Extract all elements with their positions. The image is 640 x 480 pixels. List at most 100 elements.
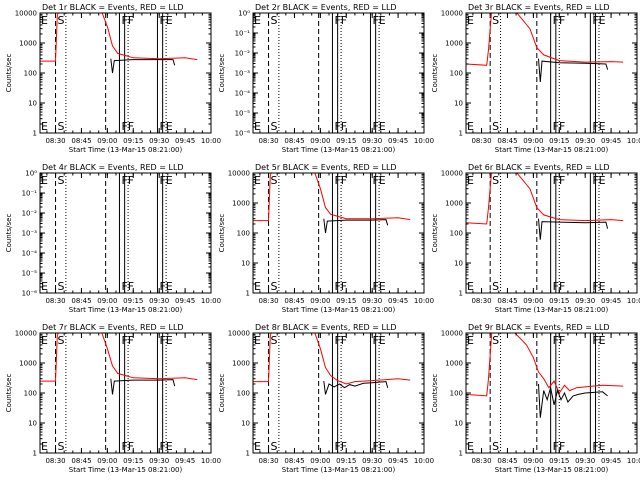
marker-label-bottom: FE (159, 440, 172, 453)
x-tick-label: 09:00 (97, 137, 117, 145)
x-tick-label: 09:00 (310, 457, 330, 465)
x-tick-label: 08:45 (497, 137, 517, 145)
marker-label-bottom: FE (592, 280, 605, 293)
x-tick-label: 09:45 (388, 137, 408, 145)
y-tick-label: 1 (33, 450, 37, 458)
marker-label-bottom: FE (372, 280, 385, 293)
y-tick-label: 10⁰ (238, 10, 250, 18)
marker-label-bottom: FF (121, 440, 134, 453)
x-tick-label: 08:30 (471, 297, 491, 305)
marker-label-bottom: S (58, 120, 65, 133)
marker-label-bottom: E (41, 120, 48, 133)
marker-label-bottom: E (41, 440, 48, 453)
y-tick-label: 10 (454, 100, 463, 108)
marker-label-top: FF (553, 334, 566, 347)
y-tick-label: 10000 (15, 330, 37, 338)
x-tick-label: 09:00 (310, 137, 330, 145)
events-series-line (538, 218, 609, 240)
x-tick-label: 08:30 (258, 457, 278, 465)
x-tick-label: 09:00 (523, 297, 543, 305)
marker-label-top: FF (553, 14, 566, 27)
x-tick-label: 10:00 (201, 137, 221, 145)
y-tick-label: 10 (28, 420, 37, 428)
marker-label-top: S (492, 174, 499, 187)
marker-label-top: FE (372, 14, 385, 27)
x-tick-label: 08:30 (258, 137, 278, 145)
marker-label-top: S (492, 14, 499, 27)
marker-label-bottom: FF (553, 280, 566, 293)
marker-label-bottom: FE (592, 440, 605, 453)
panel-title: Det 5r BLACK = Events, RED = LLD (255, 163, 397, 172)
x-tick-label: 10:00 (414, 137, 434, 145)
x-tick-label: 09:45 (175, 457, 195, 465)
x-tick-label: 09:45 (601, 137, 621, 145)
marker-label-bottom: S (58, 280, 65, 293)
marker-label-top: FE (159, 334, 172, 347)
panel-det-2: 10⁻⁶ 10⁻⁵ 10⁻⁴ 10⁻³ 10⁻² 10⁻¹ 10⁰ 08:30 08:45 09:… (218, 3, 434, 154)
y-axis-title: Counts/sec (5, 214, 13, 253)
x-tick-label: 08:30 (45, 457, 65, 465)
x-tick-label: 10:00 (627, 137, 640, 145)
y-tick-label: 1 (246, 290, 250, 298)
x-tick-label: 09:15 (123, 297, 143, 305)
events-series-line (110, 58, 176, 74)
y-tick-label: 10 (454, 260, 463, 268)
x-axis-title: Start Time (13-Mar-15 08:21:00) (282, 146, 396, 154)
marker-label-top: FF (553, 174, 566, 187)
y-tick-label: 1 (459, 450, 463, 458)
y-axis-title: Counts/sec (431, 374, 439, 413)
x-tick-label: 09:15 (549, 137, 569, 145)
marker-label-bottom: FF (121, 120, 134, 133)
x-tick-label: 08:30 (45, 297, 65, 305)
y-tick-label: 10⁻⁴ (235, 90, 251, 98)
marker-label-bottom: S (492, 120, 499, 133)
marker-label-top: S (271, 14, 278, 27)
x-tick-label: 09:45 (388, 457, 408, 465)
y-axis-title: Counts/sec (5, 374, 13, 413)
plot-frame (465, 12, 638, 134)
y-tick-label: 10000 (228, 170, 250, 178)
x-tick-label: 09:00 (97, 457, 117, 465)
x-axis-title: Start Time (13-Mar-15 08:21:00) (69, 466, 183, 474)
x-tick-label: 08:30 (471, 457, 491, 465)
marker-label-top: E (41, 334, 48, 347)
y-tick-label: 10000 (15, 10, 37, 18)
y-axis-title: Counts/sec (218, 374, 226, 413)
y-tick-label: 10⁻³ (235, 70, 251, 78)
y-tick-label: 1 (246, 450, 250, 458)
x-tick-label: 10:00 (414, 457, 434, 465)
y-axis-title: Counts/sec (218, 214, 226, 253)
x-tick-label: 09:15 (123, 137, 143, 145)
y-tick-label: 10⁻³ (22, 230, 38, 238)
y-tick-label: 100 (237, 230, 250, 238)
marker-label-top: E (41, 14, 48, 27)
y-tick-label: 1000 (19, 40, 37, 48)
marker-label-top: E (254, 174, 261, 187)
panel-det-9: 1 10 100 1000 10000 08:30 08:45 09:00 09:15 09:30… (431, 323, 640, 474)
panel-det-5: 1 10 100 1000 10000 08:30 08:45 09:00 09:15 09:30… (218, 163, 434, 314)
y-tick-label: 1 (459, 130, 463, 138)
x-tick-label: 09:45 (601, 297, 621, 305)
marker-label-bottom: E (467, 440, 474, 453)
x-tick-label: 09:30 (149, 137, 169, 145)
x-tick-label: 09:30 (362, 137, 382, 145)
marker-label-top: S (492, 334, 499, 347)
panel-det-4: 10⁻⁶ 10⁻⁵ 10⁻⁴ 10⁻³ 10⁻² 10⁻¹ 10⁰ 08:30 08:45 09:… (5, 163, 221, 314)
lld-series-line (40, 333, 198, 382)
y-tick-label: 1 (459, 290, 463, 298)
marker-label-top: FF (121, 174, 134, 187)
x-tick-label: 10:00 (627, 297, 640, 305)
marker-label-bottom: E (254, 280, 261, 293)
y-axis-title: Counts/sec (431, 214, 439, 253)
x-tick-label: 09:15 (336, 297, 356, 305)
x-tick-label: 09:30 (575, 137, 595, 145)
x-tick-label: 10:00 (627, 457, 640, 465)
x-tick-label: 09:45 (175, 137, 195, 145)
y-tick-label: 10⁻¹ (22, 190, 38, 198)
x-tick-label: 08:45 (71, 297, 91, 305)
x-tick-label: 09:15 (123, 457, 143, 465)
y-tick-label: 10⁻⁶ (22, 290, 38, 298)
x-tick-label: 09:30 (575, 297, 595, 305)
panel-title: Det 3r BLACK = Events, RED = LLD (468, 3, 610, 12)
x-tick-label: 09:30 (149, 297, 169, 305)
